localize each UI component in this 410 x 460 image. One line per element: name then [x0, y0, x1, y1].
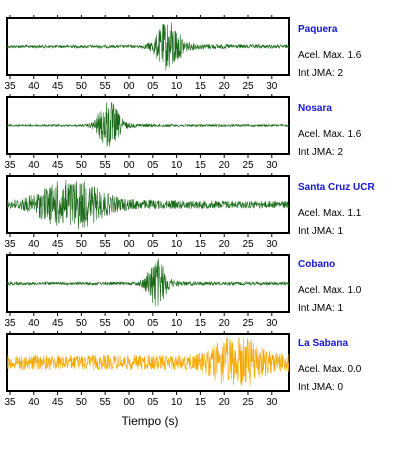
x-tick-label: 50 — [76, 397, 88, 408]
station-max-acceleration: Acel. Max. 1.1 — [298, 208, 362, 219]
x-tick-label: 40 — [28, 318, 40, 329]
x-tick-label: 50 — [76, 239, 88, 250]
station-name: La Sabana — [298, 338, 349, 349]
seismogram-trace — [6, 22, 290, 71]
x-tick-label: 25 — [242, 239, 254, 250]
panel-frame — [6, 175, 290, 234]
station-jma-intensity: Int JMA: 0 — [298, 382, 344, 393]
x-tick-label: 45 — [52, 160, 64, 171]
station-name: Cobano — [298, 259, 336, 270]
x-tick-label: 35 — [4, 239, 16, 250]
x-tick-label: 05 — [147, 318, 159, 329]
station-max-acceleration: Acel. Max. 0.0 — [298, 364, 362, 375]
station-max-acceleration: Acel. Max. 1.0 — [298, 285, 362, 296]
x-tick-label: 45 — [52, 239, 64, 250]
x-tick-label: 30 — [266, 397, 278, 408]
panel-santa-cruz-ucr: 35 40 45 50 55 00 05 10 15 20 25 30 — [4, 173, 290, 250]
x-tick-label: 10 — [171, 81, 183, 92]
panel-paquera: 35 40 45 50 55 00 05 10 15 20 25 30 — [4, 15, 290, 92]
x-tick-label: 15 — [195, 239, 207, 250]
x-tick-label: 35 — [4, 81, 16, 92]
x-tick-label: 00 — [123, 81, 135, 92]
x-tick-label: 25 — [242, 318, 254, 329]
x-tick-label: 55 — [100, 397, 112, 408]
seismogram-trace — [6, 102, 290, 147]
station-jma-intensity: Int JMA: 1 — [298, 303, 344, 314]
x-tick-label: 25 — [242, 81, 254, 92]
x-tick-label: 35 — [4, 397, 16, 408]
panel-nosara: 35 40 45 50 55 00 05 10 15 20 25 30 — [4, 94, 290, 171]
x-tick-label: 50 — [76, 160, 88, 171]
x-tick-label: 05 — [147, 397, 159, 408]
x-axis-label: Tiempo (s) — [121, 414, 179, 428]
x-tick-label: 30 — [266, 160, 278, 171]
x-tick-label: 30 — [266, 318, 278, 329]
x-tick-label: 15 — [195, 397, 207, 408]
x-tick-label: 35 — [4, 160, 16, 171]
x-tick-label: 20 — [219, 81, 231, 92]
station-name: Nosara — [298, 103, 332, 114]
x-tick-label: 25 — [242, 160, 254, 171]
panel-cobano: 35 40 45 50 55 00 05 10 15 20 25 30 — [4, 252, 290, 329]
x-tick-label: 40 — [28, 239, 40, 250]
x-tick-label: 10 — [171, 397, 183, 408]
x-tick-label: 05 — [147, 160, 159, 171]
x-tick-label: 20 — [219, 239, 231, 250]
x-tick-label: 45 — [52, 81, 64, 92]
x-tick-label: 30 — [266, 81, 278, 92]
station-max-acceleration: Acel. Max. 1.6 — [298, 129, 362, 140]
x-tick-label: 10 — [171, 160, 183, 171]
station-name: Santa Cruz UCR — [298, 182, 375, 193]
x-tick-label: 00 — [123, 397, 135, 408]
panel-frame — [6, 254, 290, 313]
panel-la-sabana: 35 40 45 50 55 00 05 10 15 20 25 30 — [4, 331, 290, 408]
x-tick-label: 50 — [76, 318, 88, 329]
x-tick-label: 20 — [219, 160, 231, 171]
x-tick-label: 10 — [171, 239, 183, 250]
x-tick-label: 50 — [76, 81, 88, 92]
station-jma-intensity: Int JMA: 1 — [298, 226, 344, 237]
x-tick-label: 40 — [28, 397, 40, 408]
x-tick-label: 30 — [266, 239, 278, 250]
seismogram-trace — [6, 337, 290, 387]
seismogram-trace — [6, 179, 290, 230]
x-tick-label: 45 — [52, 397, 64, 408]
station-label-nosara: Nosara Acel. Max. 1.6 Int JMA: 2 — [298, 103, 408, 158]
x-tick-label: 15 — [195, 160, 207, 171]
x-tick-label: 55 — [100, 239, 112, 250]
station-label-santa-cruz-ucr: Santa Cruz UCR Acel. Max. 1.1 Int JMA: 1 — [298, 182, 408, 237]
station-name: Paquera — [298, 24, 338, 35]
x-tick-label: 45 — [52, 318, 64, 329]
station-label-paquera: Paquera Acel. Max. 1.6 Int JMA: 2 — [298, 24, 408, 79]
x-tick-label: 10 — [171, 318, 183, 329]
x-tick-label: 15 — [195, 318, 207, 329]
station-jma-intensity: Int JMA: 2 — [298, 68, 344, 79]
x-tick-label: 00 — [123, 239, 135, 250]
x-tick-label: 20 — [219, 397, 231, 408]
seismogram-trace — [6, 258, 290, 307]
x-tick-label: 35 — [4, 318, 16, 329]
x-tick-label: 40 — [28, 160, 40, 171]
x-tick-label: 05 — [147, 81, 159, 92]
x-tick-label: 05 — [147, 239, 159, 250]
station-max-acceleration: Acel. Max. 1.6 — [298, 50, 362, 61]
x-tick-label: 40 — [28, 81, 40, 92]
x-tick-label: 55 — [100, 318, 112, 329]
station-label-la-sabana: La Sabana Acel. Max. 0.0 Int JMA: 0 — [298, 338, 408, 393]
x-tick-label: 25 — [242, 397, 254, 408]
x-tick-label: 15 — [195, 81, 207, 92]
x-tick-label: 20 — [219, 318, 231, 329]
station-jma-intensity: Int JMA: 2 — [298, 147, 344, 158]
x-tick-label: 55 — [100, 81, 112, 92]
x-tick-label: 55 — [100, 160, 112, 171]
x-tick-label: 00 — [123, 318, 135, 329]
station-label-cobano: Cobano Acel. Max. 1.0 Int JMA: 1 — [298, 259, 408, 314]
x-tick-label: 00 — [123, 160, 135, 171]
